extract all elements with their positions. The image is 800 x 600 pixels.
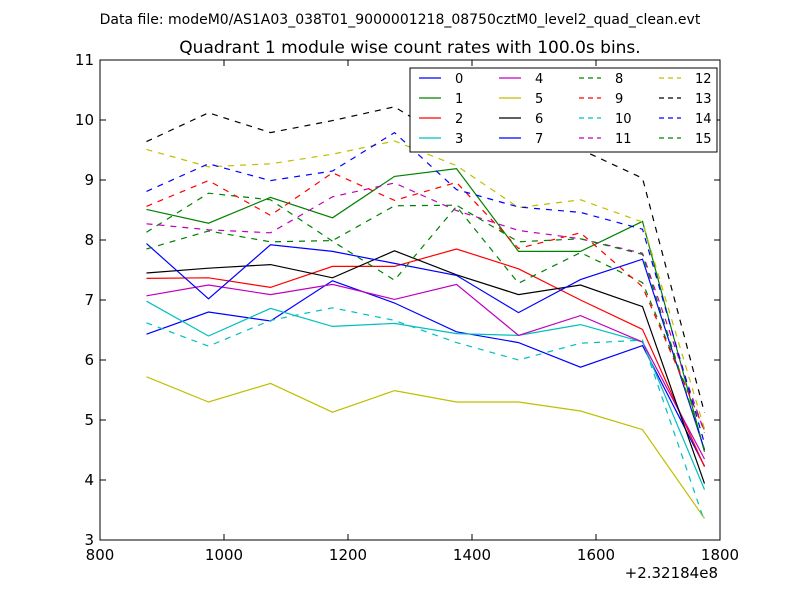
- series-line-10: [146, 307, 706, 522]
- y-tick-label: 8: [84, 231, 94, 249]
- legend-label-2: 2: [455, 112, 463, 127]
- legend-label-6: 6: [535, 112, 543, 127]
- series-line-12: [146, 140, 706, 430]
- series-line-14: [146, 131, 706, 444]
- series-line-0: [146, 280, 706, 467]
- y-tick-label: 7: [84, 291, 94, 309]
- x-tick-label: 1200: [329, 546, 367, 564]
- legend-label-10: 10: [615, 112, 632, 127]
- y-tick-label: 5: [84, 411, 94, 429]
- legend-label-9: 9: [615, 92, 623, 107]
- legend-label-5: 5: [535, 92, 543, 107]
- series-line-13: [146, 106, 706, 413]
- legend-box: [409, 67, 718, 153]
- series-line-6: [146, 250, 706, 484]
- legend-label-15: 15: [695, 132, 712, 147]
- x-tick-label: 1000: [205, 546, 243, 564]
- y-tick-label: 10: [75, 111, 94, 129]
- y-tick-label: 11: [75, 51, 94, 69]
- y-tick-label: 4: [84, 471, 94, 489]
- chart-title: Quadrant 1 module wise count rates with …: [179, 38, 640, 58]
- legend-label-12: 12: [695, 72, 712, 87]
- series-line-3: [146, 300, 706, 490]
- x-tick-label: 1600: [577, 546, 615, 564]
- data-file-label: Data file: modeM0/AS1A03_038T01_90000012…: [100, 12, 701, 28]
- y-tick-label: 9: [84, 171, 94, 189]
- x-tick-label: 1800: [701, 546, 739, 564]
- series-line-5: [146, 376, 705, 519]
- legend-label-7: 7: [535, 132, 543, 147]
- series-line-15: [146, 204, 706, 450]
- series-line-4: [146, 283, 706, 460]
- legend-label-14: 14: [695, 112, 712, 127]
- series-line-9: [146, 172, 706, 431]
- x-tick-label: 800: [86, 546, 115, 564]
- legend-label-13: 13: [695, 92, 712, 107]
- legend-label-4: 4: [535, 72, 543, 87]
- x-tick-label: 1400: [453, 546, 491, 564]
- legend-label-8: 8: [615, 72, 623, 87]
- series-line-7: [146, 243, 706, 451]
- series-lines: [146, 106, 706, 522]
- y-tick-label: 3: [84, 531, 94, 549]
- series-line-1: [146, 167, 706, 452]
- legend-label-0: 0: [455, 72, 463, 87]
- legend-label-1: 1: [455, 92, 463, 107]
- legend-label-11: 11: [615, 132, 632, 147]
- legend-label-3: 3: [455, 132, 463, 147]
- series-line-11: [146, 182, 706, 433]
- x-offset-label: +2.32184e8: [625, 564, 718, 582]
- series-line-2: [146, 248, 706, 468]
- y-tick-label: 6: [84, 351, 94, 369]
